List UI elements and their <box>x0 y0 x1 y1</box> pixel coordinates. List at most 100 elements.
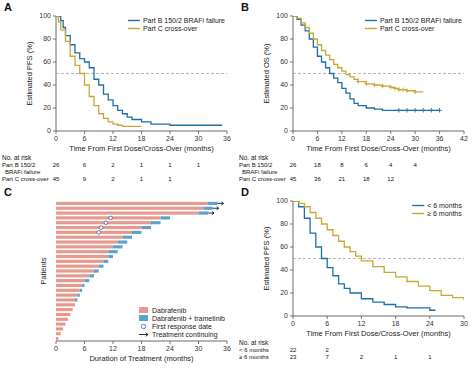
bar <box>56 279 85 282</box>
x-tick-label: 18 <box>392 320 400 327</box>
x-tick <box>84 341 85 344</box>
x-tick-label: 0 <box>54 345 58 352</box>
x-axis-label: Duration of Treatment (months) <box>89 354 194 363</box>
bar <box>99 265 104 268</box>
risk-row-label: < 6 months <box>239 347 269 353</box>
censor-mark <box>380 84 384 88</box>
legend-swatch <box>141 324 145 328</box>
bar <box>56 265 99 268</box>
bar <box>56 250 108 253</box>
x-tick-label: 0 <box>54 135 58 142</box>
bar <box>56 260 104 263</box>
x-tick-label: 0 <box>291 135 295 142</box>
bar <box>75 303 76 306</box>
y-tick-label: 0 <box>284 312 288 319</box>
risk-number: 26 <box>290 162 297 168</box>
legend-label: First response date <box>152 323 212 331</box>
y-axis-label: Estimated OS (%) <box>262 43 271 104</box>
x-tick <box>390 131 391 134</box>
y-axis-label: Patients <box>39 257 48 284</box>
km-curve <box>56 16 142 126</box>
x-tick-label: 36 <box>436 135 444 142</box>
risk-table-title: No. at risk <box>239 339 269 346</box>
risk-row-label: Part C cross-over <box>239 176 286 182</box>
censor-mark <box>401 87 405 91</box>
y-tick-label: 20 <box>280 104 288 111</box>
x-tick <box>464 131 465 134</box>
y-tick-label: 100 <box>276 197 288 204</box>
km-curve <box>293 201 436 310</box>
bar <box>56 294 77 297</box>
response-marker <box>104 221 108 225</box>
y-tick <box>290 16 293 17</box>
x-tick-label: 18 <box>362 135 370 142</box>
legend-swatch <box>139 307 148 313</box>
bar <box>89 274 94 277</box>
y-tick <box>53 16 56 17</box>
risk-number: 1 <box>197 162 201 168</box>
y-tick <box>290 224 293 225</box>
x-tick <box>198 131 199 134</box>
x-tick-label: 36 <box>223 345 231 352</box>
x-tick <box>429 316 430 319</box>
bar <box>56 255 108 258</box>
bar <box>56 274 89 277</box>
x-tick-label: 0 <box>291 320 295 327</box>
bar <box>56 289 80 292</box>
censor-mark <box>413 90 417 94</box>
y-tick <box>290 108 293 109</box>
legend-label: Part B 150/2 BRAFi failure <box>143 17 225 24</box>
panel-label: C <box>4 186 12 198</box>
risk-number: 12 <box>387 176 394 182</box>
legend-swatch <box>365 20 377 21</box>
risk-table-title: No. at risk <box>239 154 269 161</box>
x-tick-label: 30 <box>195 135 203 142</box>
continuation-arrow <box>213 207 219 210</box>
bar <box>56 202 208 205</box>
legend-swatch <box>128 28 140 29</box>
y-tick-label: 20 <box>280 289 288 296</box>
bar <box>56 284 82 287</box>
panel: D0612182430Time From First Dose/Cross-Ov… <box>239 186 468 360</box>
bar <box>56 303 75 306</box>
median-line <box>293 258 464 259</box>
plot-area <box>56 16 227 126</box>
legend: < 6 months≥ 6 months <box>412 202 462 217</box>
x-tick <box>198 341 199 344</box>
x-tick <box>317 131 318 134</box>
x-tick <box>293 316 294 319</box>
x-axis <box>56 341 227 342</box>
x-tick <box>141 341 142 344</box>
x-tick-label: 6 <box>83 345 87 352</box>
bar <box>199 212 209 215</box>
bar <box>142 226 152 229</box>
legend-label: Dabrafenib + trametinib <box>152 315 225 322</box>
bar <box>56 240 118 243</box>
x-tick-label: 24 <box>387 135 395 142</box>
x-tick-label: 12 <box>358 320 366 327</box>
risk-number: 8 <box>340 162 344 168</box>
bar <box>56 221 151 224</box>
x-axis <box>293 131 464 132</box>
response-marker <box>99 226 103 230</box>
bar <box>161 216 171 219</box>
censor-mark <box>397 87 401 91</box>
bar <box>56 212 199 215</box>
censor-mark <box>429 108 433 112</box>
y-tick-label: 60 <box>280 58 288 65</box>
y-tick-label: 100 <box>276 12 288 19</box>
legend-label: ≥ 6 months <box>427 210 462 217</box>
y-tick <box>53 131 56 132</box>
bar <box>56 323 66 326</box>
x-tick <box>361 316 362 319</box>
legend-swatch <box>139 333 148 337</box>
risk-number: 6 <box>83 162 87 168</box>
bar <box>56 327 63 330</box>
legend-label: Part C cross-over <box>143 25 198 32</box>
bar <box>56 216 161 219</box>
y-tick-label: 0 <box>47 127 51 134</box>
censor-mark <box>364 82 368 86</box>
censor-mark <box>397 108 401 112</box>
censor-mark <box>413 108 417 112</box>
x-tick <box>141 131 142 134</box>
